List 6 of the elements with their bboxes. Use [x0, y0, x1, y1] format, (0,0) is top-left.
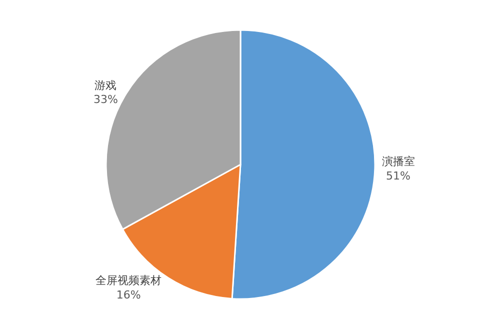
slice-label: 演播室	[382, 155, 415, 168]
slice-label: 游戏	[94, 78, 117, 92]
data-label: 33%	[93, 93, 118, 106]
slice-label: 全屏视频素材	[96, 274, 162, 288]
data-label: 16%	[116, 288, 141, 302]
data-label: 51%	[386, 169, 410, 182]
